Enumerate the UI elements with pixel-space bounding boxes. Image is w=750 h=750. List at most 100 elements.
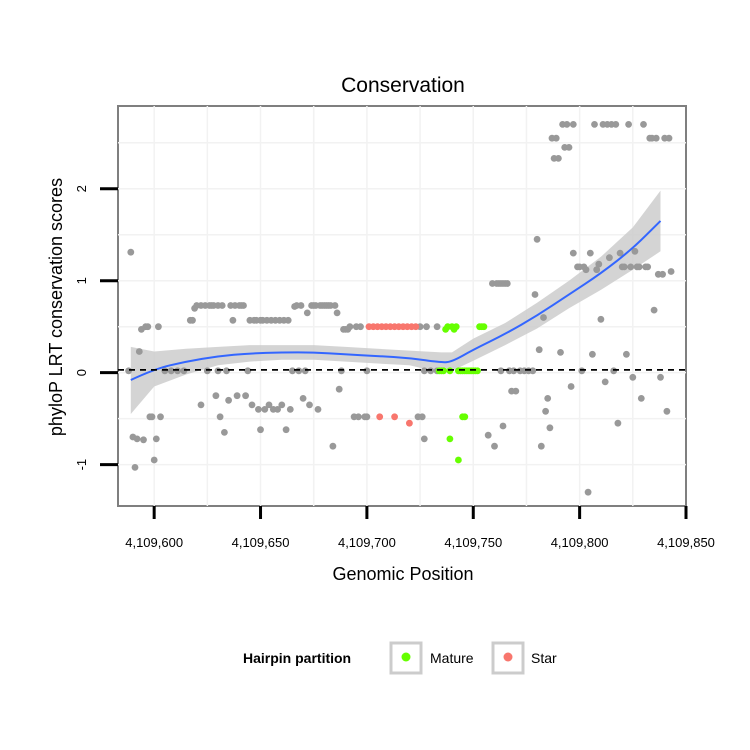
- point-other: [627, 263, 635, 271]
- smooth-line-layer: [130, 220, 662, 381]
- point-other: [529, 367, 537, 375]
- point-other: [546, 424, 554, 432]
- point-other: [542, 407, 549, 415]
- point-other: [665, 134, 673, 142]
- point-star: [376, 413, 384, 421]
- x-tick-label: 4,109,700: [338, 535, 396, 550]
- point-other: [157, 413, 164, 421]
- point-other: [533, 235, 541, 243]
- point-other: [652, 134, 660, 142]
- point-other: [225, 396, 233, 404]
- y-tick-label: 1: [74, 277, 89, 284]
- legend: Hairpin partition Mature Star: [243, 641, 557, 675]
- point-other: [640, 121, 647, 128]
- point-other: [355, 413, 362, 421]
- point-other: [335, 385, 343, 393]
- point-other: [244, 367, 252, 375]
- point-other: [606, 254, 613, 262]
- point-other: [535, 346, 543, 354]
- point-star: [412, 323, 420, 331]
- point-other: [212, 392, 220, 400]
- point-other: [589, 350, 596, 358]
- point-other: [552, 134, 560, 142]
- point-mature: [455, 456, 462, 464]
- point-other: [491, 442, 498, 450]
- y-axis-title: phyloP LRT conservation scores: [46, 178, 66, 436]
- point-other: [357, 323, 364, 331]
- confidence-band-layer: [130, 190, 661, 414]
- x-tick-label: 4,109,650: [232, 535, 290, 550]
- point-other: [433, 323, 441, 331]
- point-other: [265, 401, 273, 409]
- point-other: [418, 413, 426, 421]
- point-other: [155, 323, 162, 331]
- point-other: [329, 442, 337, 450]
- x-tick-label: 4,109,600: [125, 535, 183, 550]
- point-other: [614, 419, 622, 427]
- point-other: [540, 314, 547, 321]
- point-other: [363, 413, 371, 421]
- point-other: [135, 348, 143, 355]
- point-other: [531, 291, 539, 298]
- point-other: [278, 401, 286, 409]
- legend-label-star: Star: [531, 650, 557, 666]
- legend-swatch-mature: [401, 652, 411, 662]
- point-other: [644, 263, 652, 271]
- point-other: [306, 401, 313, 409]
- point-other: [537, 442, 545, 450]
- point-other: [257, 426, 264, 434]
- point-other: [584, 488, 592, 496]
- point-star: [406, 419, 413, 427]
- legend-key-star: [491, 641, 525, 675]
- point-other: [625, 121, 632, 128]
- point-other: [197, 401, 205, 409]
- point-other: [623, 350, 630, 358]
- legend-entry-mature: Mature: [389, 641, 474, 675]
- loess-smooth-line: [130, 220, 662, 381]
- point-other: [144, 323, 152, 331]
- point-other: [150, 456, 158, 464]
- point-other: [582, 266, 590, 274]
- point-other: [555, 155, 562, 162]
- point-other: [216, 413, 224, 421]
- point-other: [512, 387, 520, 395]
- point-other: [303, 309, 311, 317]
- point-other: [563, 121, 571, 128]
- point-other: [131, 464, 139, 471]
- point-other: [591, 121, 598, 128]
- point-other: [297, 302, 305, 309]
- point-other: [497, 367, 505, 375]
- y-tick-label: -1: [74, 459, 89, 471]
- point-other: [659, 270, 666, 278]
- point-other: [189, 316, 196, 324]
- point-other: [233, 392, 241, 400]
- point-other: [499, 422, 507, 430]
- point-other: [314, 406, 322, 413]
- y-axis: -1 0 1 2: [74, 185, 118, 470]
- point-other: [629, 373, 637, 381]
- point-other: [631, 247, 639, 255]
- point-other: [484, 431, 492, 439]
- point-other: [274, 406, 281, 413]
- point-other: [218, 302, 226, 309]
- point-other: [569, 249, 577, 257]
- point-other: [229, 316, 237, 324]
- point-other: [593, 266, 601, 274]
- point-other: [557, 349, 564, 356]
- point-mature: [452, 323, 460, 331]
- y-tick-label: 0: [74, 369, 89, 376]
- point-star: [391, 413, 398, 421]
- point-other: [286, 406, 294, 413]
- point-other: [127, 248, 135, 256]
- point-other: [601, 378, 609, 386]
- point-other: [242, 392, 250, 400]
- point-other: [650, 306, 658, 314]
- point-other: [637, 395, 645, 402]
- point-other: [544, 395, 552, 402]
- point-other: [423, 323, 430, 331]
- point-other: [284, 316, 292, 324]
- point-other: [282, 426, 290, 434]
- point-other: [299, 395, 307, 402]
- point-other: [667, 268, 675, 275]
